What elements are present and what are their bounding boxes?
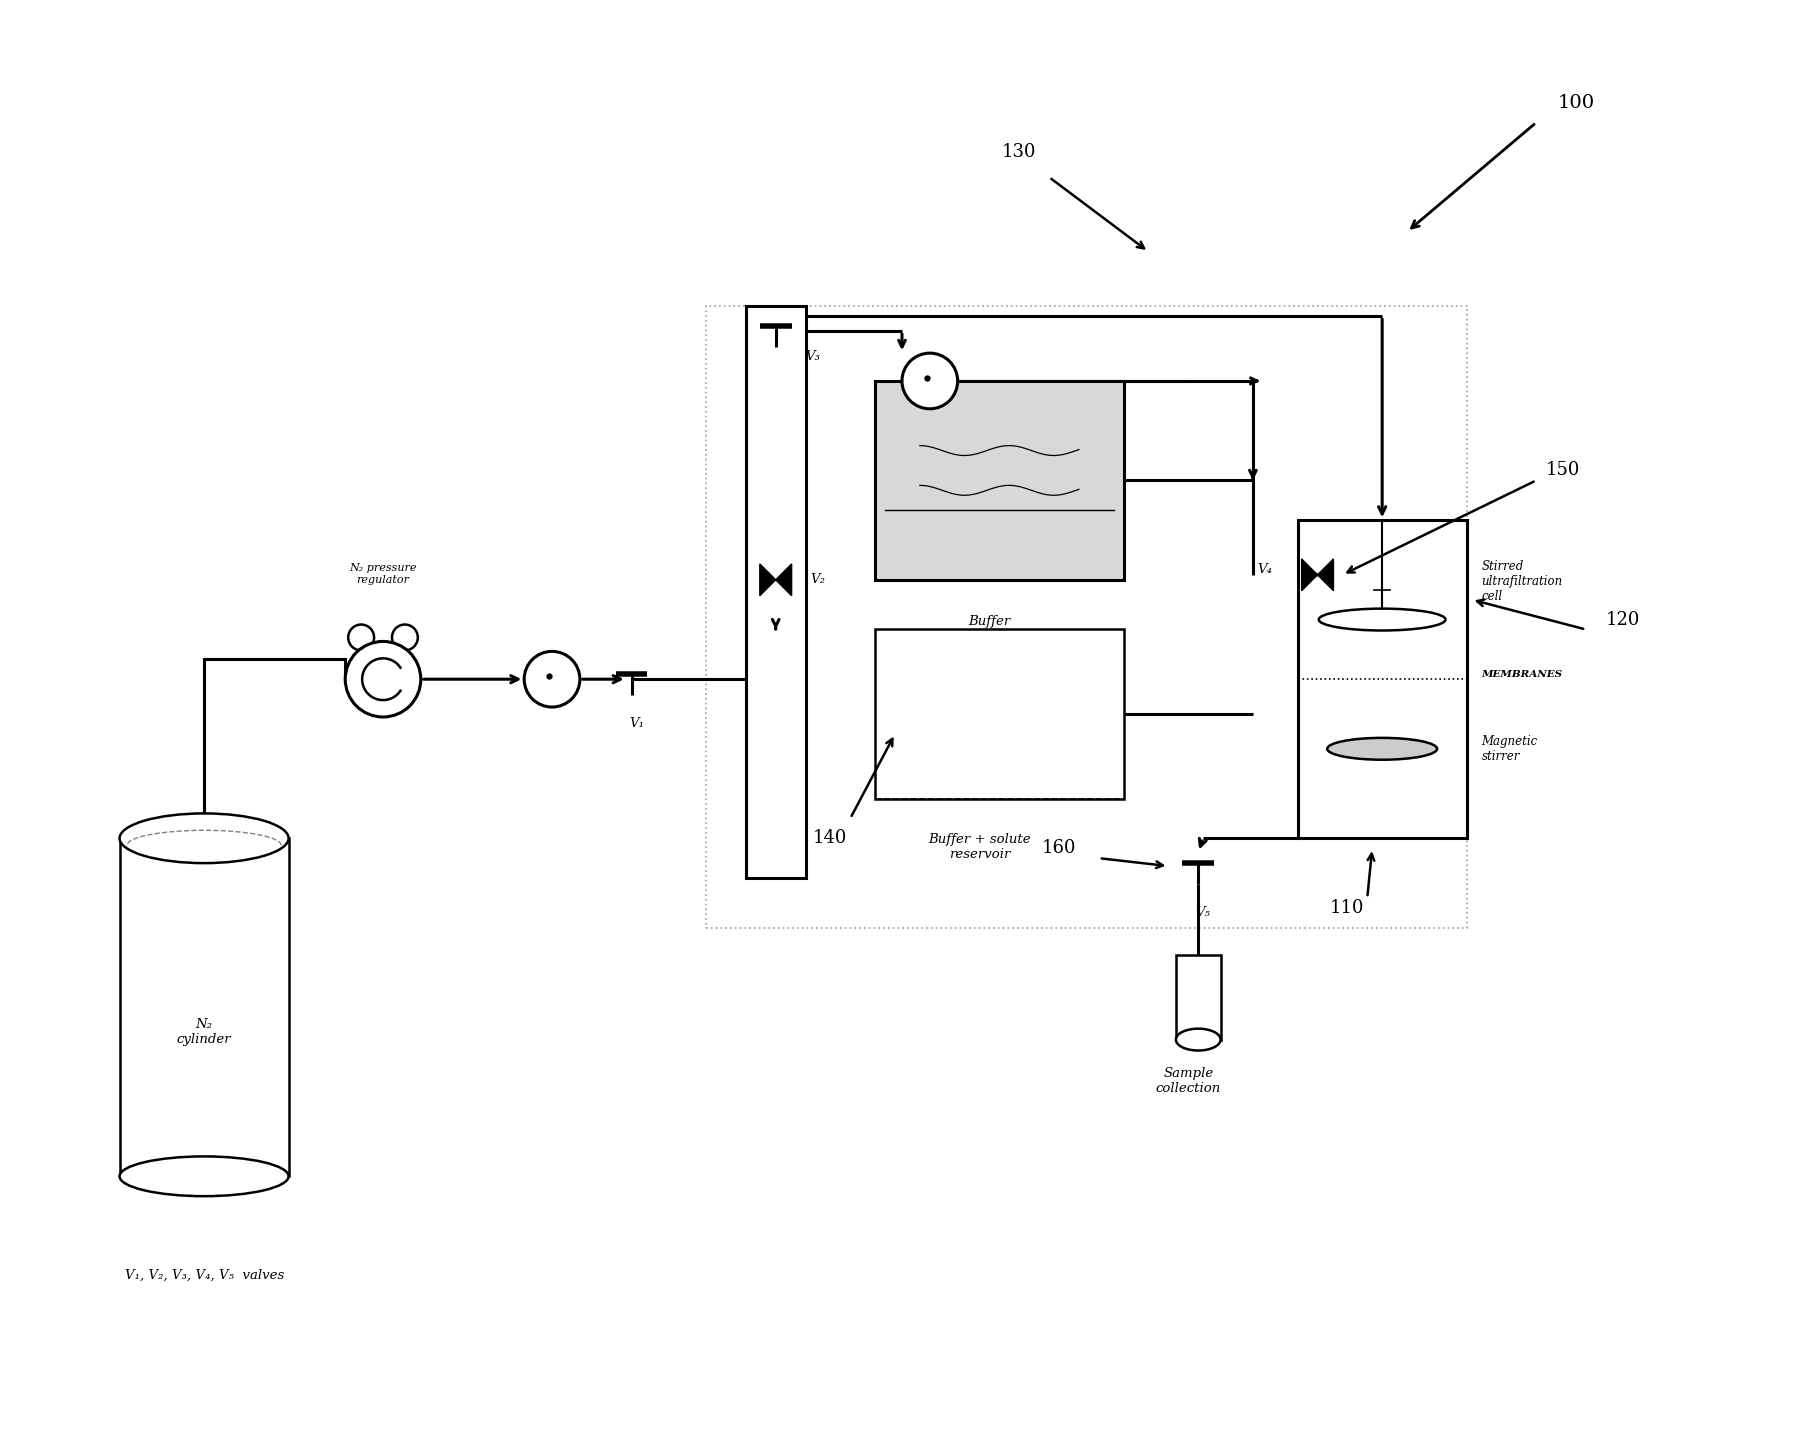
Text: MEMBRANES: MEMBRANES <box>1482 670 1563 679</box>
Polygon shape <box>1318 559 1333 590</box>
Ellipse shape <box>1327 737 1437 760</box>
Circle shape <box>902 353 957 409</box>
Circle shape <box>392 624 418 650</box>
Text: Buffer
reservoir: Buffer reservoir <box>959 614 1020 643</box>
Text: 120: 120 <box>1606 610 1640 629</box>
Ellipse shape <box>1176 1029 1221 1050</box>
Text: V₁, V₂, V₃, V₄, V₅  valves: V₁, V₂, V₃, V₄, V₅ valves <box>124 1269 284 1282</box>
Text: Stirred
ultrafiltration
cell: Stirred ultrafiltration cell <box>1482 560 1563 603</box>
Text: 140: 140 <box>814 829 848 847</box>
Bar <box>1299 520 1467 839</box>
Text: V₂: V₂ <box>810 573 826 586</box>
Text: 160: 160 <box>1042 839 1076 857</box>
Text: N₂ pressure
regulator: N₂ pressure regulator <box>348 563 417 584</box>
Bar <box>1176 955 1221 1039</box>
Bar <box>745 306 806 877</box>
Bar <box>875 630 1124 799</box>
Text: 130: 130 <box>1002 143 1036 161</box>
Circle shape <box>524 652 580 707</box>
Ellipse shape <box>120 1156 289 1196</box>
Text: V₃: V₃ <box>806 350 821 363</box>
Polygon shape <box>776 564 792 596</box>
Text: V₁: V₁ <box>629 717 645 730</box>
Ellipse shape <box>120 813 289 863</box>
Text: 110: 110 <box>1331 899 1365 917</box>
Ellipse shape <box>1318 609 1446 630</box>
Text: Sample
collection: Sample collection <box>1155 1067 1221 1096</box>
Text: V₄: V₄ <box>1257 563 1273 576</box>
Polygon shape <box>1302 559 1318 590</box>
Text: 150: 150 <box>1546 462 1580 480</box>
Text: 100: 100 <box>1557 93 1595 111</box>
Text: V₅: V₅ <box>1196 906 1211 919</box>
Bar <box>120 839 289 1176</box>
Text: Buffer + solute
reservoir: Buffer + solute reservoir <box>929 833 1031 862</box>
Text: Magnetic
stirrer: Magnetic stirrer <box>1482 735 1537 763</box>
Circle shape <box>345 642 420 717</box>
Bar <box>706 306 1467 927</box>
Text: N₂
cylinder: N₂ cylinder <box>176 1017 232 1046</box>
Polygon shape <box>760 564 776 596</box>
Bar <box>875 382 1124 580</box>
Circle shape <box>348 624 374 650</box>
